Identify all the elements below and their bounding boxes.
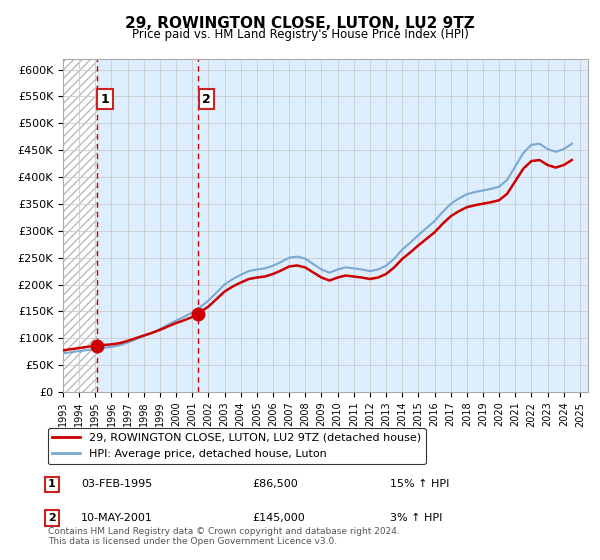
Text: 29, ROWINGTON CLOSE, LUTON, LU2 9TZ: 29, ROWINGTON CLOSE, LUTON, LU2 9TZ bbox=[125, 16, 475, 31]
Text: 2: 2 bbox=[48, 513, 56, 523]
Text: 3% ↑ HPI: 3% ↑ HPI bbox=[390, 513, 442, 523]
Bar bbox=[63, 59, 97, 392]
Text: 10-MAY-2001: 10-MAY-2001 bbox=[81, 513, 153, 523]
Text: Contains HM Land Registry data © Crown copyright and database right 2024.
This d: Contains HM Land Registry data © Crown c… bbox=[48, 526, 400, 546]
Text: Price paid vs. HM Land Registry's House Price Index (HPI): Price paid vs. HM Land Registry's House … bbox=[131, 28, 469, 41]
Text: 15% ↑ HPI: 15% ↑ HPI bbox=[390, 479, 449, 489]
Text: £145,000: £145,000 bbox=[252, 513, 305, 523]
Text: 2: 2 bbox=[202, 92, 211, 106]
Text: 1: 1 bbox=[48, 479, 56, 489]
Text: £86,500: £86,500 bbox=[252, 479, 298, 489]
Legend: 29, ROWINGTON CLOSE, LUTON, LU2 9TZ (detached house), HPI: Average price, detach: 29, ROWINGTON CLOSE, LUTON, LU2 9TZ (det… bbox=[48, 428, 425, 464]
Text: 03-FEB-1995: 03-FEB-1995 bbox=[81, 479, 152, 489]
Text: 1: 1 bbox=[101, 92, 110, 106]
